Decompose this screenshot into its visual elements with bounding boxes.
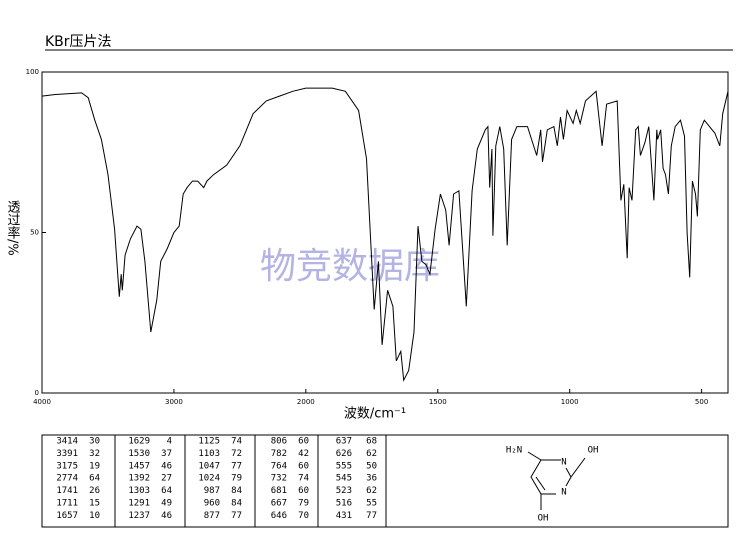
peak-transmittance: 36 [366,474,377,484]
peak-transmittance: 62 [366,449,377,459]
peak-transmittance: 62 [366,486,377,496]
peak-wavenumber: 667 [271,499,287,509]
peak-transmittance: 46 [161,511,172,521]
peak-transmittance: 50 [366,461,377,471]
peak-transmittance: 60 [298,461,309,471]
peak-wavenumber: 1237 [128,511,150,521]
peak-wavenumber: 3175 [56,461,78,471]
bond [570,457,586,478]
x-tick-label: 4000 [33,398,51,406]
double-bond [535,476,546,491]
structure-label: N [561,488,566,498]
peak-wavenumber: 637 [336,437,352,447]
peak-transmittance: 42 [298,449,309,459]
peak-wavenumber: 1711 [56,499,78,509]
peak-transmittance: 72 [231,449,242,459]
spectrum-line [41,87,729,382]
peak-transmittance: 49 [161,499,172,509]
peak-transmittance: 27 [161,474,172,484]
peak-transmittance: 77 [366,511,377,521]
structure [527,451,586,510]
peak-transmittance: 37 [161,449,172,459]
peak-transmittance: 74 [231,437,242,447]
peak-transmittance: 68 [366,437,377,447]
bond [527,451,542,461]
peak-wavenumber: 1047 [198,461,220,471]
plot-frame [41,71,729,394]
peak-wavenumber: 3414 [56,437,78,447]
y-tick-label: 50 [30,229,39,237]
peak-wavenumber: 732 [271,474,287,484]
peak-transmittance: 4 [167,437,172,447]
peak-wavenumber: 1657 [56,511,78,521]
peak-wavenumber: 545 [336,474,352,484]
peak-wavenumber: 782 [271,449,287,459]
peak-wavenumber: 1103 [198,449,220,459]
chart-title: KBr压片法 [45,34,112,50]
x-tick-label: 500 [695,398,708,406]
peak-wavenumber: 877 [204,511,220,521]
structure-label: H₂N [506,446,522,456]
peak-transmittance: 60 [298,437,309,447]
peak-transmittance: 84 [231,486,242,496]
peak-wavenumber: 1530 [128,449,150,459]
peak-wavenumber: 1392 [128,474,150,484]
y-axis-label: 透过率/% [5,200,21,256]
peak-transmittance: 79 [231,474,242,484]
peak-wavenumber: 626 [336,449,352,459]
structure-label: OH [588,446,599,456]
peak-wavenumber: 1125 [198,437,220,447]
peak-wavenumber: 1291 [128,499,150,509]
peak-wavenumber: 3391 [56,449,78,459]
peak-transmittance: 64 [89,474,100,484]
peak-transmittance: 79 [298,499,309,509]
peak-wavenumber: 681 [271,486,287,496]
peak-transmittance: 30 [89,437,100,447]
peak-wavenumber: 523 [336,486,352,496]
x-tick-label: 1000 [561,398,579,406]
y-tick-label: 100 [26,68,39,76]
peak-transmittance: 74 [298,474,309,484]
peak-wavenumber: 987 [204,486,220,496]
peak-wavenumber: 555 [336,461,352,471]
peak-transmittance: 84 [231,499,242,509]
bond [565,467,572,487]
peak-transmittance: 77 [231,511,242,521]
peak-wavenumber: 516 [336,499,352,509]
peak-transmittance: 60 [298,486,309,496]
bond [530,459,556,495]
x-tick-label: 2000 [297,398,315,406]
peak-transmittance: 10 [89,511,100,521]
peak-transmittance: 26 [89,486,100,496]
peak-transmittance: 70 [298,511,309,521]
peak-wavenumber: 1457 [128,461,150,471]
peak-transmittance: 64 [161,486,172,496]
table-frame [41,434,729,528]
watermark: 物竞数据库 [260,246,440,287]
peak-transmittance: 55 [366,499,377,509]
peak-transmittance: 15 [89,499,100,509]
peak-wavenumber: 1629 [128,437,150,447]
peak-wavenumber: 960 [204,499,220,509]
y-tick-label: 0 [35,389,39,397]
peak-wavenumber: 764 [271,461,287,471]
peak-transmittance: 19 [89,461,100,471]
structure-label: OH [538,514,549,524]
peak-transmittance: 46 [161,461,172,471]
x-tick-label: 1500 [429,398,447,406]
peak-wavenumber: 806 [271,437,287,447]
x-tick-label: 3000 [165,398,183,406]
peak-wavenumber: 431 [336,511,352,521]
peak-transmittance: 77 [231,461,242,471]
peak-wavenumber: 2774 [56,474,78,484]
peak-transmittance: 32 [89,449,100,459]
peak-wavenumber: 646 [271,511,287,521]
peak-table [41,434,729,528]
structure-label: N [561,458,566,468]
peak-wavenumber: 1741 [56,486,78,496]
peak-wavenumber: 1303 [128,486,150,496]
x-axis-label: 波数/cm⁻¹ [344,407,406,422]
peak-wavenumber: 1024 [198,474,220,484]
